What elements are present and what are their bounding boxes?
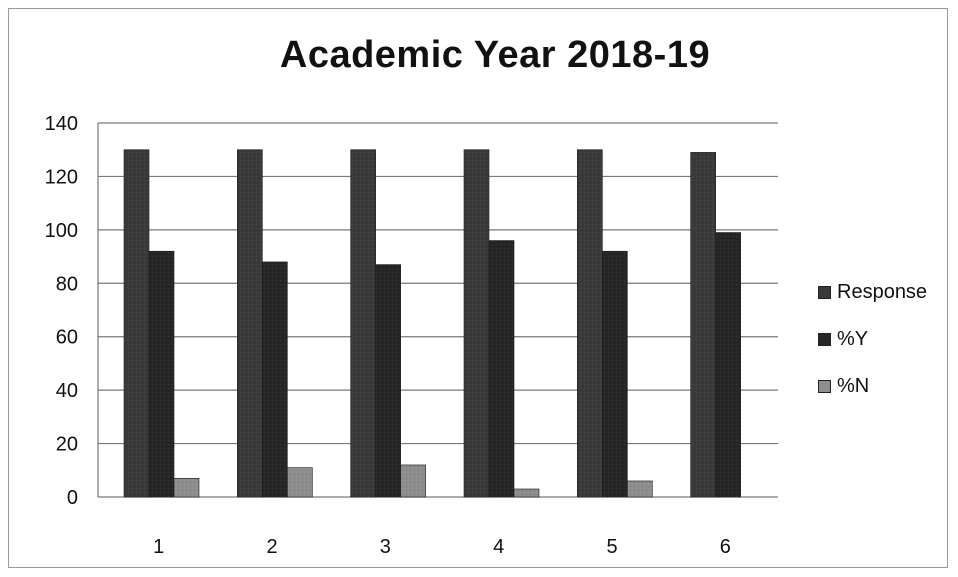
legend-label-response: Response xyxy=(837,280,928,303)
x-tick-label-3: 3 xyxy=(380,536,391,558)
bar-texture-pct-y-5 xyxy=(602,251,628,497)
legend-item-n: %N xyxy=(818,374,953,398)
x-tick-label-4: 4 xyxy=(493,536,504,558)
bars xyxy=(123,149,741,498)
bar-texture-response-5 xyxy=(577,149,603,497)
y-tick-label-120: 120 xyxy=(45,166,78,188)
bar-texture-pct-n-3 xyxy=(400,464,426,497)
gridlines xyxy=(98,122,778,498)
bar-texture-pct-y-2 xyxy=(262,261,288,497)
bar-texture-pct-y-3 xyxy=(375,264,401,497)
legend-swatch-response xyxy=(818,285,831,299)
y-tick-label-20: 20 xyxy=(56,434,78,456)
y-tick-label-80: 80 xyxy=(56,273,78,295)
bar-texture-response-4 xyxy=(464,149,489,497)
x-tick-labels: 1 2 3 4 5 6 xyxy=(153,536,731,558)
chart-title: Academic Year 2018-19 xyxy=(279,34,711,76)
bar-texture-pct-n-1 xyxy=(174,478,199,497)
bar-texture-response-1 xyxy=(124,149,149,497)
y-tick-label-40: 40 xyxy=(56,380,78,402)
legend-item-y: %Y xyxy=(818,327,953,351)
bar-texture-response-6 xyxy=(690,152,716,497)
x-tick-label-2: 2 xyxy=(266,536,277,558)
legend: Response %Y %N xyxy=(818,280,953,421)
bar-texture-pct-n-2 xyxy=(287,467,313,497)
bar-texture-pct-n-5 xyxy=(627,480,653,497)
bar-texture-pct-n-4 xyxy=(514,488,539,497)
bar-texture-response-2 xyxy=(237,149,263,497)
bar-texture-response-3 xyxy=(350,149,376,497)
bar-texture-pct-y-4 xyxy=(489,240,514,498)
y-tick-label-100: 100 xyxy=(45,220,78,242)
legend-swatch-n xyxy=(818,379,831,393)
x-tick-label-5: 5 xyxy=(606,536,617,558)
x-tick-label-6: 6 xyxy=(720,536,731,558)
bar-texture-pct-y-6 xyxy=(715,232,741,497)
bar-texture-pct-y-1 xyxy=(149,251,174,497)
y-tick-label-60: 60 xyxy=(56,327,78,349)
y-tick-label-0: 0 xyxy=(67,487,78,509)
legend-label-n: %N xyxy=(837,374,870,397)
x-tick-label-1: 1 xyxy=(153,536,164,558)
legend-item-response: Response xyxy=(818,280,953,304)
y-tick-label-140: 140 xyxy=(45,113,78,135)
y-tick-labels: 0 20 40 60 80 100 120 140 xyxy=(45,113,78,509)
legend-label-y: %Y xyxy=(837,327,869,350)
legend-swatch-y xyxy=(818,332,831,346)
